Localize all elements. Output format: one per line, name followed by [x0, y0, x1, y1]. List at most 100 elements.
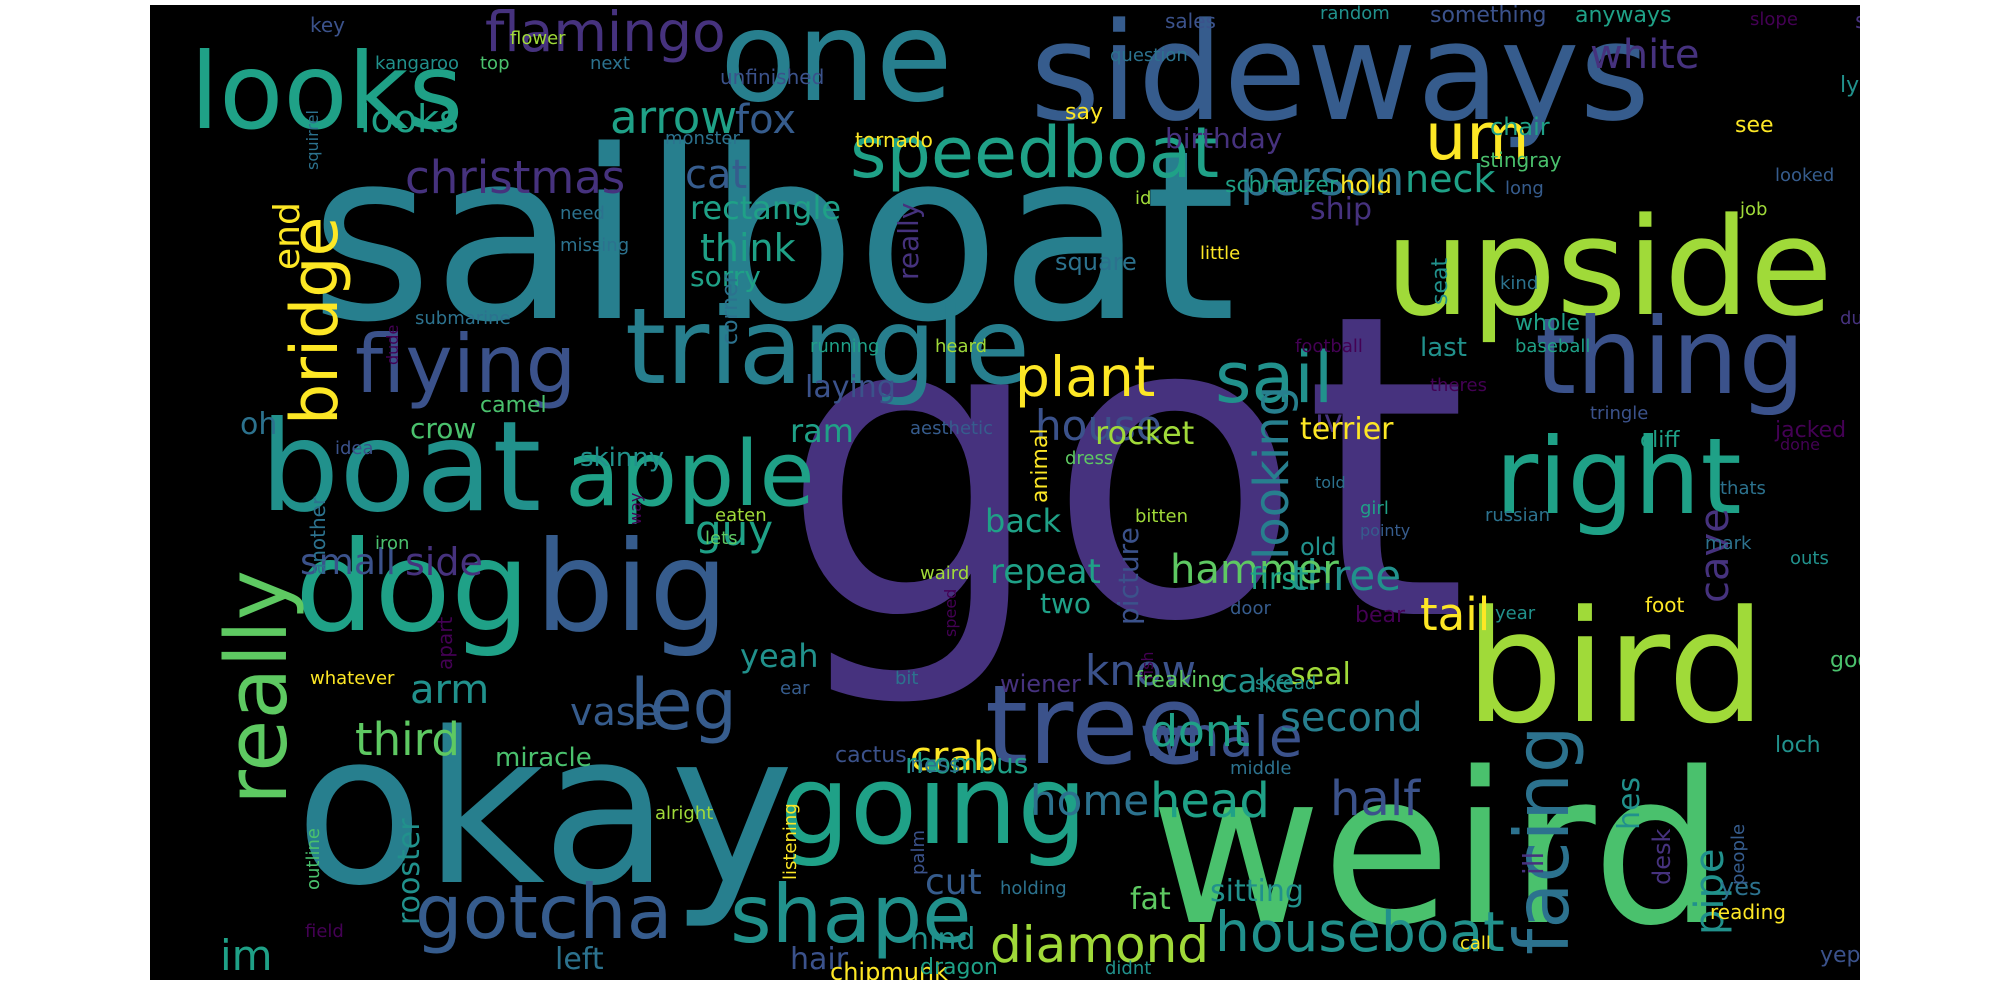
word-pipe: vase [570, 690, 659, 734]
word-hammer: ive [1315, 402, 1363, 440]
word-something: lying [1840, 73, 1860, 98]
word-listening: didnt [1105, 958, 1152, 979]
word-dude: kind [1500, 273, 1539, 294]
word-rocket: birthday [1165, 122, 1283, 155]
word-sorry: picture [1112, 527, 1145, 625]
word-tringle: baseball [1515, 336, 1591, 357]
word-plant: plant [1015, 345, 1156, 409]
word-whale: whale [1140, 705, 1303, 769]
word-russian: mark [1705, 533, 1752, 554]
word-dragon: desk [1648, 828, 1676, 885]
word-half: half [1330, 771, 1421, 827]
word-anyways: see [1735, 113, 1774, 138]
word-waird: lets [705, 528, 738, 549]
word-bell: holding [1000, 878, 1067, 899]
word-shape: shape [730, 868, 972, 961]
word-server: random [1320, 5, 1390, 24]
word-got: got [780, 225, 1469, 714]
word-hes: laying [805, 370, 896, 405]
word-looks: looks [190, 31, 464, 153]
word-christmas: christmas [405, 151, 626, 204]
word-miracle: camel [480, 393, 547, 418]
word-idea: told [1315, 473, 1346, 492]
word-vase: arm [410, 667, 490, 713]
word-id: need [560, 203, 605, 224]
word-hind: terrier [1300, 412, 1394, 447]
word-running: dude [383, 324, 402, 365]
word-foot: id [1135, 188, 1152, 209]
word-key: field [305, 921, 344, 942]
word-holding: palm [908, 830, 929, 875]
word-end: small [300, 542, 396, 583]
word-thing: thing [1535, 296, 1806, 418]
word-really: really [208, 570, 307, 805]
word-seat: last [1420, 333, 1467, 363]
word-kangaroo: squirrel [303, 110, 322, 170]
word-home: home [1030, 776, 1150, 825]
word-god: freaking [1135, 668, 1226, 693]
word-cactus: ness [910, 753, 961, 778]
word-joe: alright [655, 803, 714, 824]
word-dress: iron [375, 533, 410, 554]
word-fat: hair [790, 942, 849, 977]
word-flying: flying [355, 318, 577, 411]
word-picture: rooster [392, 818, 427, 925]
word-squirrel: outline [303, 828, 324, 890]
word-square: chair [1490, 113, 1550, 141]
word-speedboat: speedboat [850, 112, 1220, 194]
word-stingray: monster [665, 128, 740, 149]
word-white: neck [1405, 157, 1496, 201]
word-big: big [535, 515, 729, 660]
word-ive: im [220, 931, 273, 980]
word-person: person [1240, 151, 1405, 207]
word-little: missing [560, 235, 630, 256]
word-next: top [480, 53, 510, 74]
word-ship: repeat [990, 552, 1101, 592]
word-monster: something [1430, 5, 1547, 28]
word-three: three [1290, 551, 1402, 600]
word-yep: call [1460, 933, 1491, 954]
word-side: guy [695, 506, 774, 555]
word-told: waird [920, 563, 970, 584]
word-submarine: duck [1840, 308, 1860, 329]
word-whatever: another [306, 496, 330, 575]
word-facing: facing [1498, 725, 1586, 955]
word-bow: long [1505, 178, 1544, 199]
word-aesthetic: dress [1065, 448, 1114, 469]
word-rectangle: ship [1310, 192, 1373, 227]
word-third: third [355, 713, 460, 766]
word-ness: chipmunk [830, 958, 949, 980]
word-first: ram [790, 412, 854, 450]
word-schnauzer: tornado [855, 128, 933, 152]
word-outline: apart [433, 616, 457, 670]
word-upside: upside [1385, 189, 1833, 346]
word-right: right [1495, 416, 1742, 538]
word-camel: crow [410, 412, 477, 445]
word-diamond: diamond [990, 916, 1209, 974]
word-didnt: people [1728, 823, 1749, 885]
word-oh: crab [910, 734, 999, 780]
word-head: head [1150, 773, 1270, 829]
word-lying: loch [1775, 733, 1821, 758]
word-one: one [720, 5, 953, 130]
word-house: white [1590, 32, 1700, 78]
word-kicking: stingray [1480, 148, 1562, 172]
word-chipmunk: corner [718, 274, 743, 345]
word-leg: leg [630, 664, 737, 746]
word-theres: football [1295, 336, 1363, 357]
word-two: ill [1517, 851, 1550, 875]
word-ear: door [1230, 598, 1271, 619]
word-slope: question [1110, 45, 1188, 66]
word-alright: listening [780, 803, 801, 880]
word-question: next [590, 53, 630, 74]
word-flower: kangaroo [375, 53, 460, 74]
word-hair: hind [910, 922, 976, 957]
word-jacked: theres [1430, 375, 1487, 396]
word-eaten: girl [1360, 498, 1389, 519]
word-flamingo: flamingo [485, 5, 726, 64]
word-middle: spread [1255, 673, 1317, 694]
word-door: year [1495, 603, 1536, 624]
word-old: animal [1028, 428, 1053, 503]
word-bird: bird [1465, 577, 1766, 758]
word-loch: cactus [835, 743, 907, 768]
